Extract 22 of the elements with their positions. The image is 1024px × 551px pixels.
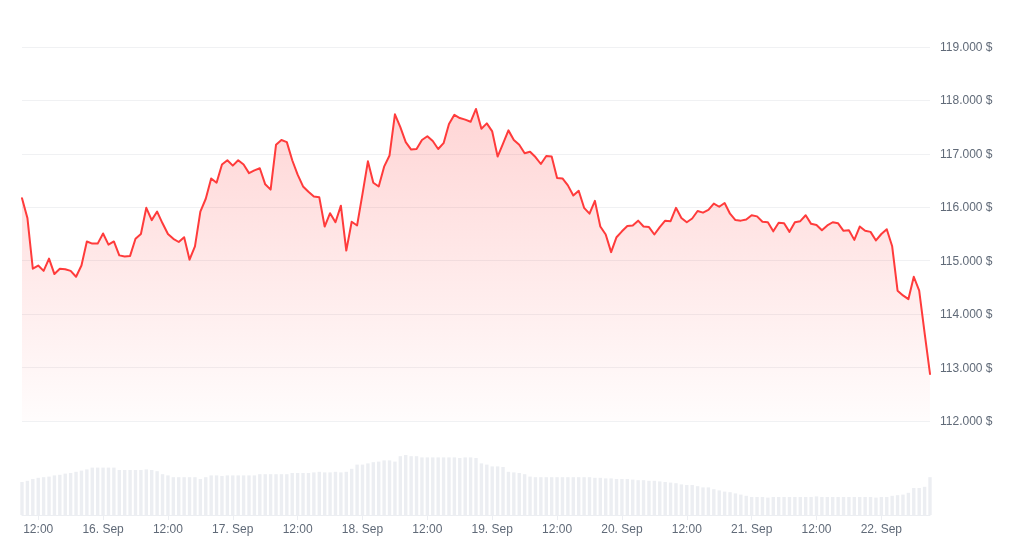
x-tick-label: 17. Sep: [212, 522, 254, 536]
y-tick-label: 114.000 $: [940, 307, 993, 322]
x-tick-label: 16. Sep: [82, 522, 125, 536]
x-tick-label: 12:00: [542, 522, 573, 536]
y-tick-label: 119.000 $: [940, 40, 993, 54]
x-tick-label: 12:00: [671, 522, 703, 536]
x-tick-label: 12:00: [152, 522, 184, 536]
y-tick-label: 118.000 $: [940, 93, 993, 108]
y-tick-label: 113.000 $: [940, 360, 993, 375]
x-tick-label: 12:00: [282, 522, 313, 536]
x-tick-label: 21. Sep: [730, 522, 773, 536]
y-tick-label: 115.000 $: [940, 253, 993, 268]
y-tick-label: 112.000 $: [940, 414, 993, 428]
x-tick-label: 12:00: [23, 522, 54, 536]
x-tick-label: 19. Sep: [471, 522, 514, 536]
y-tick-label: 116.000 $: [940, 200, 993, 215]
y-tick-label: 117.000 $: [940, 146, 993, 161]
x-tick-label: 12:00: [412, 522, 443, 536]
x-tick-label: 18. Sep: [341, 522, 384, 536]
x-tick-label: 12:00: [801, 522, 832, 536]
x-tick-label: 22. Sep: [860, 522, 903, 536]
x-tick-label: 20. Sep: [601, 522, 643, 536]
